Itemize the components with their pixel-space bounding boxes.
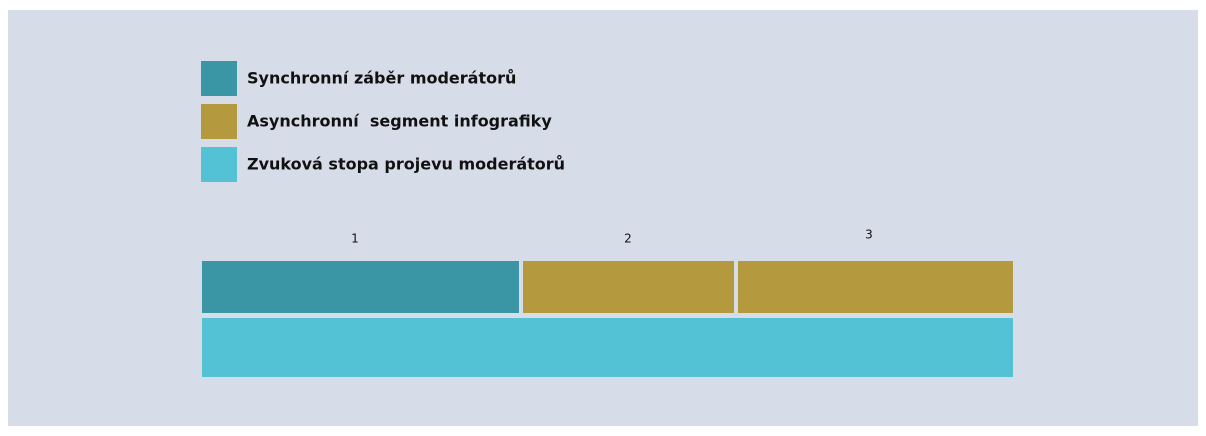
segment-label: 3 bbox=[865, 228, 873, 242]
legend-label: Asynchronní segment infografiky bbox=[247, 112, 552, 131]
segment-label: 1 bbox=[351, 232, 359, 246]
legend-label: Synchronní záběr moderátorů bbox=[247, 69, 516, 88]
video-segment bbox=[738, 261, 1013, 313]
segment-label: 2 bbox=[624, 232, 632, 246]
legend-swatch bbox=[201, 61, 237, 96]
legend-swatch bbox=[201, 104, 237, 139]
legend-swatch bbox=[201, 147, 237, 182]
video-segment bbox=[202, 261, 519, 313]
legend-label: Zvuková stopa projevu moderátorů bbox=[247, 155, 565, 174]
video-segment bbox=[523, 261, 734, 313]
audio-track bbox=[202, 318, 1013, 377]
